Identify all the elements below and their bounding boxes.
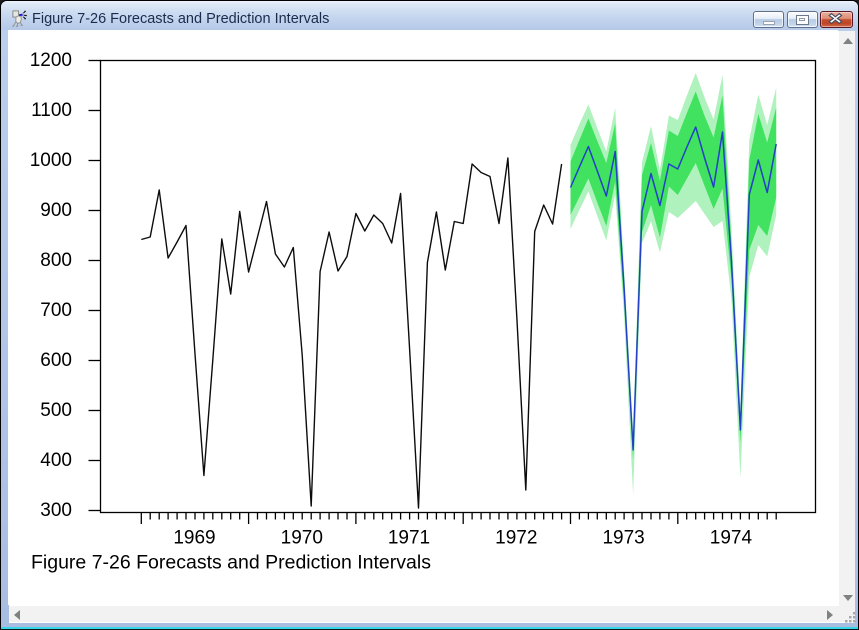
svg-text:1974: 1974: [710, 528, 753, 549]
svg-text:600: 600: [40, 350, 72, 371]
svg-text:700: 700: [40, 300, 72, 321]
svg-text:1971: 1971: [388, 528, 430, 549]
svg-text:1973: 1973: [602, 528, 644, 549]
svg-text:400: 400: [40, 450, 72, 471]
svg-text:500: 500: [40, 400, 72, 421]
svg-text:800: 800: [40, 250, 72, 271]
svg-text:1100: 1100: [31, 100, 72, 121]
svg-text:1970: 1970: [281, 528, 323, 549]
svg-text:1000: 1000: [30, 150, 72, 171]
svg-text:300: 300: [40, 500, 72, 521]
svg-text:1969: 1969: [173, 528, 215, 549]
svg-text:1972: 1972: [495, 528, 537, 549]
svg-text:Figure 7-26 Forecasts and Pred: Figure 7-26 Forecasts and Prediction Int…: [31, 552, 431, 574]
svg-text:900: 900: [40, 200, 72, 221]
svg-text:1200: 1200: [30, 50, 72, 71]
